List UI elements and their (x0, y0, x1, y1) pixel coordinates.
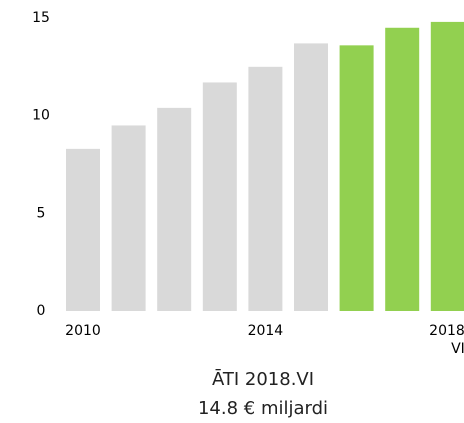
bar (111, 125, 146, 311)
bar (430, 21, 464, 311)
annotation: 14.8 € miljardi (198, 398, 328, 419)
bar (385, 27, 420, 312)
y-tick-label: 5 (37, 205, 46, 221)
y-tick-label: 10 (32, 108, 50, 124)
annotation: ĀTI 2018.VI (212, 368, 314, 390)
x-tick-label: 2018 VI (429, 323, 464, 357)
bar (157, 107, 192, 311)
x-tick-label: 2010 (65, 323, 101, 339)
bar (294, 43, 328, 311)
bar (202, 82, 237, 312)
y-tick-label: 15 (32, 10, 50, 26)
bar (248, 66, 283, 311)
x-tick-label: 2014 (248, 323, 284, 339)
y-tick-label: 0 (37, 303, 46, 319)
bar (339, 45, 374, 311)
bar (66, 148, 100, 311)
